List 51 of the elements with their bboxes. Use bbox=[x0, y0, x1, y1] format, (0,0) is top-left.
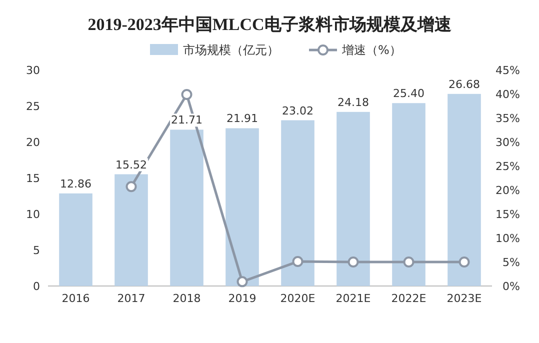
point bbox=[181, 88, 192, 100]
y-tick-label: 0 bbox=[33, 280, 40, 293]
y-tick-label: 10 bbox=[26, 208, 40, 221]
point bbox=[126, 181, 137, 192]
y-tick-label: 15 bbox=[26, 172, 40, 185]
y2-tick-label: 15% bbox=[496, 208, 520, 221]
x-tick-label: 2022E bbox=[391, 292, 426, 305]
data-label: 12.86 bbox=[60, 177, 92, 190]
y2-tick-label: 10% bbox=[496, 232, 520, 245]
data-label: 23.02 bbox=[282, 104, 314, 118]
legend-label: 市场规模（亿元） bbox=[183, 43, 279, 57]
bar bbox=[170, 130, 204, 286]
x-tick-label: 2019 bbox=[228, 292, 256, 305]
legend-label: 增速（%） bbox=[341, 43, 402, 57]
point bbox=[403, 256, 414, 268]
y-tick-label: 25 bbox=[26, 100, 40, 113]
y2-tick-label: 40% bbox=[496, 88, 520, 101]
bar bbox=[392, 103, 426, 286]
bar bbox=[114, 174, 148, 286]
data-label: 25.40 bbox=[393, 87, 424, 100]
data-label: 26.68 bbox=[448, 78, 480, 91]
bar bbox=[226, 128, 259, 286]
y2-tick-label: 5% bbox=[502, 256, 520, 269]
point bbox=[458, 256, 470, 268]
data-label: 24.18 bbox=[338, 96, 369, 109]
bar bbox=[59, 193, 92, 286]
y-tick-label: 5 bbox=[33, 244, 40, 257]
y-tick-label: 30 bbox=[26, 64, 40, 77]
y2-tick-label: 20% bbox=[496, 184, 520, 197]
y2-tick-label: 45% bbox=[496, 64, 520, 77]
y2-tick-label: 35% bbox=[496, 112, 520, 125]
x-tick-label: 2020E bbox=[280, 292, 316, 305]
data-label: 21.71 bbox=[171, 114, 202, 127]
x-tick-label: 2017 bbox=[117, 292, 146, 305]
bar bbox=[448, 94, 481, 286]
y-tick-label: 20 bbox=[26, 136, 40, 149]
data-label: 21.91 bbox=[226, 112, 258, 126]
y2-tick-label: 25% bbox=[496, 160, 520, 173]
point bbox=[348, 256, 359, 268]
bar bbox=[336, 112, 370, 286]
y2-tick-label: 0% bbox=[502, 280, 520, 293]
chart-title: 2019-2023年中国MLCC电子浆料市场规模及增速 bbox=[88, 15, 452, 34]
x-tick-label: 2023E bbox=[446, 292, 482, 305]
data-label: 15.52 bbox=[116, 158, 147, 172]
y2-tick-label: 30% bbox=[496, 136, 520, 149]
point bbox=[236, 276, 248, 288]
bar bbox=[281, 120, 314, 286]
x-tick-label: 2016 bbox=[62, 292, 90, 305]
x-tick-label: 2021E bbox=[336, 292, 371, 305]
x-tick-label: 2018 bbox=[172, 292, 201, 305]
point bbox=[292, 256, 304, 268]
